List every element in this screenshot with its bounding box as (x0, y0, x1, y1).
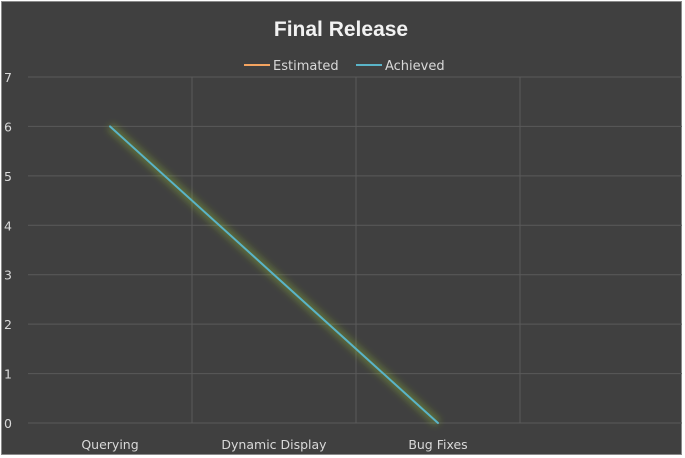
y-tick-label: 7 (4, 70, 12, 85)
y-tick-label: 4 (4, 218, 12, 233)
chart-title: Final Release (274, 18, 408, 41)
data-point (437, 422, 439, 424)
x-tick-label: Dynamic Display (221, 437, 327, 452)
y-tick-label: 1 (4, 367, 12, 382)
legend-label: Achieved (385, 59, 445, 74)
y-tick-label: 5 (4, 169, 12, 184)
data-point (273, 273, 275, 276)
y-tick-label: 0 (4, 416, 12, 431)
legend-label: Estimated (273, 59, 339, 74)
legend: Estimated Achieved (244, 59, 445, 74)
x-tick-label: Bug Fixes (408, 437, 467, 452)
y-tick-label: 3 (4, 268, 12, 283)
x-tick-label: Querying (81, 437, 138, 452)
y-axis: 0 1 2 3 4 5 6 7 (4, 70, 12, 431)
x-axis: Querying Dynamic Display Bug Fixes (81, 437, 467, 452)
y-tick-label: 2 (4, 317, 12, 332)
y-tick-label: 6 (4, 119, 12, 134)
data-point (109, 125, 111, 128)
grid (28, 76, 682, 424)
series-layer (107, 123, 441, 426)
